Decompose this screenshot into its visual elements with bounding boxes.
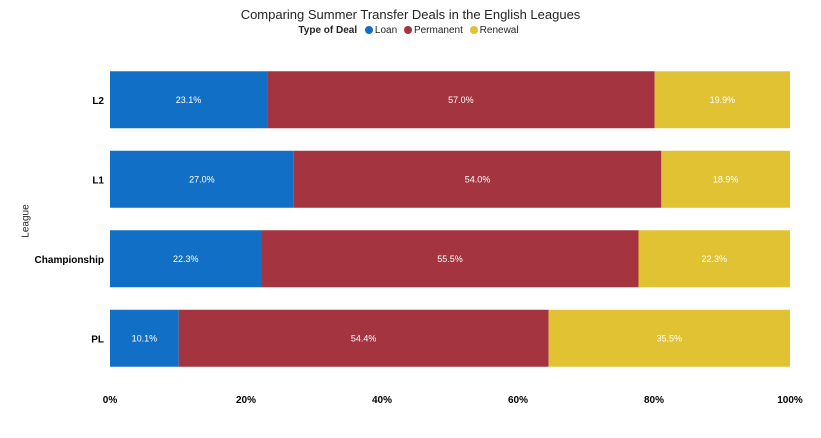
bar-l1-loan[interactable] [110, 150, 294, 208]
legend-swatch-renewal [469, 26, 478, 34]
data-label-l1-renewal: 18.9% [713, 174, 739, 184]
legend-label-loan: Loan [374, 25, 398, 36]
x-tick-label: 80% [644, 395, 664, 406]
legend-label-renewal: Renewal [479, 25, 519, 36]
data-label-championship-permanent: 55.5% [437, 254, 463, 264]
x-tick-label: 0% [103, 395, 118, 406]
bar-championship-permanent[interactable] [261, 230, 639, 288]
bar-championship-loan[interactable] [110, 230, 262, 288]
x-tick-label: 40% [372, 395, 392, 406]
x-tick-label: 60% [508, 395, 528, 406]
legend-item-renewal[interactable]: Renewal [469, 25, 519, 36]
data-label-l2-renewal: 19.9% [710, 95, 736, 105]
data-label-championship-renewal: 22.3% [701, 254, 727, 264]
data-label-l1-permanent: 54.0% [465, 174, 491, 184]
legend-swatch-loan [364, 26, 373, 34]
category-label: PL [91, 334, 104, 345]
bar-l2-permanent[interactable] [267, 71, 655, 129]
x-tick-label: 20% [236, 395, 256, 406]
data-label-l1-loan: 27.0% [189, 174, 215, 184]
bar-pl-loan[interactable] [110, 309, 179, 367]
legend-item-permanent[interactable]: Permanent [403, 25, 463, 36]
category-label: L1 [92, 175, 104, 186]
chart-title: Comparing Summer Transfer Deals in the E… [240, 7, 581, 22]
data-label-pl-renewal: 35.5% [657, 333, 683, 343]
data-label-l2-loan: 23.1% [176, 95, 202, 105]
legend-title: Type of Deal [298, 25, 358, 36]
data-label-l2-permanent: 57.0% [448, 95, 474, 105]
data-label-championship-loan: 22.3% [173, 254, 199, 264]
bar-l1-permanent[interactable] [293, 150, 662, 208]
legend-swatch-permanent [403, 26, 412, 34]
bar-l2-loan[interactable] [110, 71, 268, 129]
legend-item-loan[interactable]: Loan [364, 25, 398, 36]
data-label-pl-permanent: 54.4% [351, 333, 377, 343]
category-label: Championship [35, 255, 104, 266]
legend: Type of Deal Loan Permanent Renewal [0, 25, 821, 36]
bar-pl-permanent[interactable] [178, 309, 549, 367]
bar-l1-renewal[interactable] [661, 150, 790, 208]
bar-l2-renewal[interactable] [654, 71, 790, 129]
legend-label-permanent: Permanent [413, 25, 463, 36]
category-label: L2 [92, 96, 104, 107]
x-tick-label: 100% [777, 395, 803, 406]
bar-pl-renewal[interactable] [548, 309, 790, 367]
data-label-pl-loan: 10.1% [132, 333, 158, 343]
bar-championship-renewal[interactable] [638, 230, 790, 288]
